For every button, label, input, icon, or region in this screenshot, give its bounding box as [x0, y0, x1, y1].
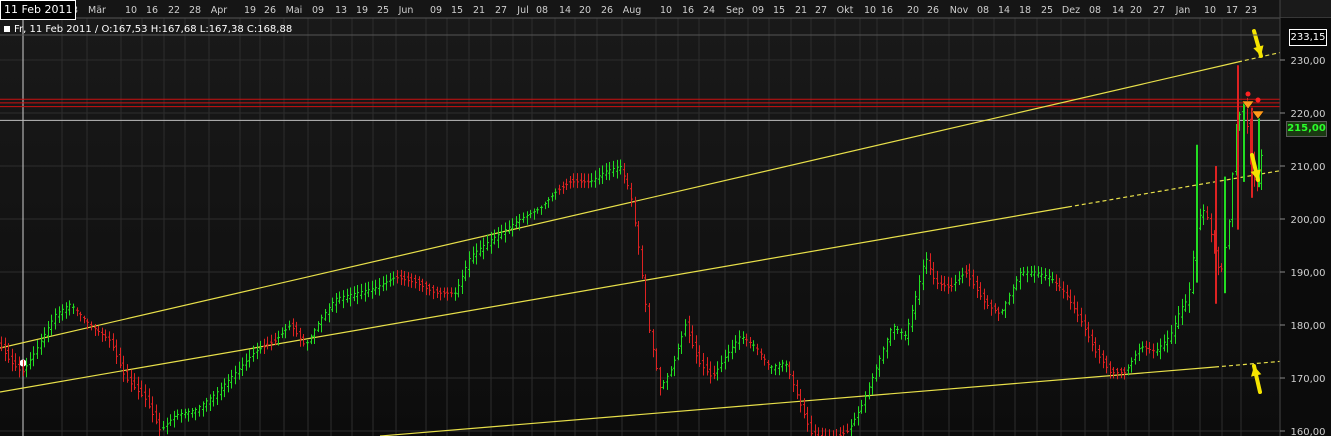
- signal-triangle: [1241, 100, 1255, 110]
- y-tick-label: 160,00: [1291, 427, 1326, 436]
- top-price-label: 233,15: [1289, 29, 1327, 46]
- yellow-arrow: [1250, 153, 1261, 182]
- middle-trendline: [0, 206, 1069, 393]
- signal-dot: [1245, 91, 1251, 97]
- x-tick-label: Nov: [950, 5, 969, 16]
- x-tick-label: 20: [1130, 5, 1142, 16]
- y-tick-label: 220,00: [1291, 109, 1326, 120]
- grid: [0, 0, 1280, 436]
- x-tick-label: 19: [356, 5, 368, 16]
- x-tick-label: 25: [1041, 5, 1053, 16]
- arrow-head: [1250, 169, 1261, 180]
- x-tick-label: Jul: [516, 5, 528, 16]
- resistance-lines: [0, 98, 1280, 108]
- x-tick-label: 26: [264, 5, 276, 16]
- upper-trendline: [0, 61, 1239, 349]
- y-axis-panel: [1280, 18, 1331, 436]
- x-tick-label: 27: [495, 5, 507, 16]
- x-tick-label: Jun: [398, 5, 414, 16]
- x-tick-label: 28: [189, 5, 201, 16]
- y-tick-label: 210,00: [1291, 162, 1326, 173]
- x-tick-label: 10: [660, 5, 672, 16]
- x-tick-label: 13: [335, 5, 347, 16]
- x-tick-label: 10: [125, 5, 137, 16]
- y-tick-label: 170,00: [1291, 374, 1326, 385]
- x-tick-label: 16: [881, 5, 893, 16]
- x-tick-label: 23: [1245, 5, 1257, 16]
- x-tick-label: Aug: [623, 5, 642, 16]
- x-tick-label: 26: [927, 5, 939, 16]
- y-tick-label: 200,00: [1291, 215, 1326, 226]
- x-tick-label: 21: [473, 5, 485, 16]
- trendlines: [0, 40, 1331, 436]
- x-tick-label: Mär: [88, 5, 106, 16]
- x-tick-label: 26: [601, 5, 613, 16]
- x-tick-label: 18: [1019, 5, 1031, 16]
- x-tick-label: 09: [752, 5, 764, 16]
- last-price-label: 215,00: [1286, 121, 1327, 137]
- x-tick-label: 15: [773, 5, 785, 16]
- yellow-arrow: [1251, 364, 1262, 394]
- x-tick-label: 24: [703, 5, 715, 16]
- x-tick-label: 14: [1112, 5, 1124, 16]
- crosshair-date-label: 11 Feb 2011: [0, 0, 77, 20]
- x-axis-band: [0, 0, 1280, 18]
- x-axis: 23 Mär 10 16 22 28 Apr 19 26 Mai 09 13 19 25 Jun 09 15 21…: [0, 0, 1331, 36]
- x-tick-label: 20: [579, 5, 591, 16]
- ohlc-text: Fr, 11 Feb 2011 / O:167,53 H:167,68 L:16…: [14, 24, 293, 35]
- x-tick-label: Mai: [286, 5, 303, 16]
- markers: [1241, 29, 1265, 394]
- x-tick-label: 25: [377, 5, 389, 16]
- x-tick-label: Okt: [837, 5, 854, 16]
- x-tick-label: 09: [430, 5, 442, 16]
- x-tick-label: Jan: [1175, 5, 1191, 16]
- x-tick-label: 14: [998, 5, 1010, 16]
- x-tick-label: 20: [907, 5, 919, 16]
- x-tick-label: 10: [1204, 5, 1216, 16]
- x-tick-label: 27: [815, 5, 827, 16]
- y-tick-label: 180,00: [1291, 321, 1326, 332]
- y-tick-label: 190,00: [1291, 268, 1326, 279]
- ohlc-legend: Fr, 11 Feb 2011 / O:167,53 H:167,68 L:16…: [4, 24, 292, 35]
- x-tick-label: 21: [795, 5, 807, 16]
- legend-square-icon: [4, 26, 10, 32]
- arrow-head: [1253, 45, 1264, 56]
- x-tick-label: 19: [244, 5, 256, 16]
- x-tick-label: 17: [1226, 5, 1238, 16]
- x-tick-label: 10: [864, 5, 876, 16]
- middle-trendline-ext: [1067, 161, 1331, 208]
- arrow-head: [1251, 366, 1262, 377]
- x-tick-label: 08: [977, 5, 989, 16]
- x-tick-label: Apr: [211, 5, 228, 16]
- x-tick-label: 14: [559, 5, 571, 16]
- x-tick-label: 08: [1089, 5, 1101, 16]
- lower-trendline-ext: [1214, 356, 1331, 368]
- x-tick-label: 15: [451, 5, 463, 16]
- x-tick-label: 16: [146, 5, 158, 16]
- x-tick-label: 27: [1153, 5, 1165, 16]
- x-tick-label: 09: [312, 5, 324, 16]
- x-tick-label: 16: [682, 5, 694, 16]
- x-tick-label: Dez: [1062, 5, 1080, 16]
- signal-dot: [1255, 97, 1261, 103]
- x-tick-label: Sep: [726, 5, 744, 16]
- lower-trendline: [379, 366, 1216, 436]
- x-tick-label: 22: [168, 5, 180, 16]
- y-tick-label: 230,00: [1291, 56, 1326, 67]
- y-axis: 160,00 170,00 180,00 190,00 200,00 210,00 220,…: [1279, 0, 1331, 436]
- candles: [0, 65, 1263, 436]
- signal-triangle: [1251, 110, 1265, 120]
- x-tick-label: 08: [536, 5, 548, 16]
